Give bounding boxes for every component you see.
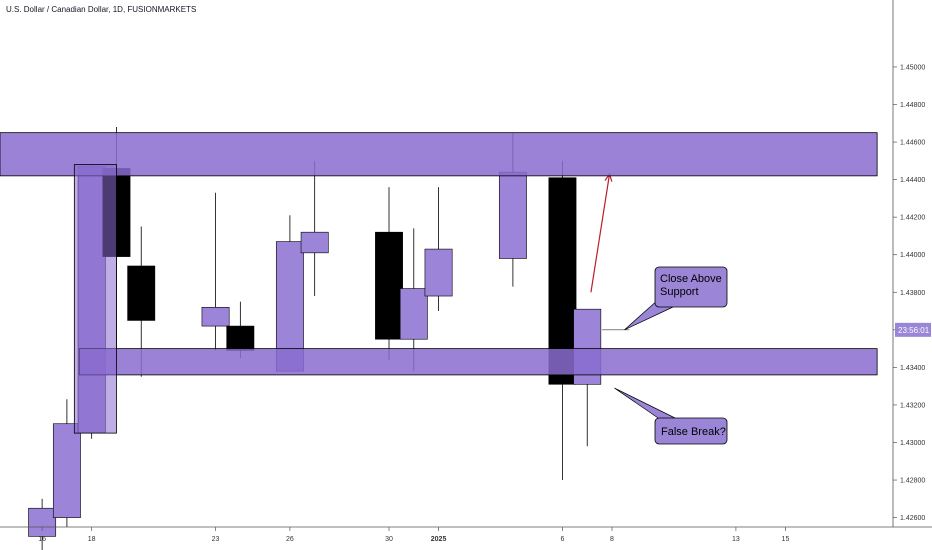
y-tick-label: 1.43400 <box>900 365 925 372</box>
candle-body <box>300 231 329 254</box>
candle-body <box>28 507 57 537</box>
overlay-layer <box>590 172 630 331</box>
arrow-line <box>590 173 611 293</box>
candle-body <box>399 288 428 340</box>
candle-body <box>52 423 81 518</box>
zones-layer <box>0 132 878 434</box>
x-tick-label: 13 <box>732 536 740 543</box>
current-price-label: 23:56:01 <box>898 326 930 335</box>
y-tick-label: 1.45000 <box>900 64 925 71</box>
x-tick-label: 23 <box>212 536 220 543</box>
callout-pointer <box>614 387 676 421</box>
x-tick-label: 30 <box>385 536 393 543</box>
x-tick-label: 16 <box>38 536 46 543</box>
zone-resistance <box>0 132 878 177</box>
candle-body <box>375 231 403 340</box>
y-tick-label: 1.43000 <box>900 440 925 447</box>
candle-body <box>127 265 156 321</box>
y-tick-label: 1.44800 <box>900 102 925 109</box>
x-tick-label: 2025 <box>431 536 447 543</box>
current-price-tag <box>895 322 931 337</box>
y-tick-label: 1.43200 <box>900 402 925 409</box>
y-tick-label: 1.44200 <box>900 215 925 222</box>
chart-title: U.S. Dollar / Canadian Dollar, 1D, FUSIO… <box>6 5 197 14</box>
candle-body <box>226 325 255 351</box>
candle-body <box>424 248 453 297</box>
y-tick-label: 1.44400 <box>900 177 925 184</box>
x-tick-label: 8 <box>610 536 614 543</box>
zone-support <box>78 348 878 376</box>
callout-close-above-support <box>654 266 728 308</box>
x-tick-label: 26 <box>286 536 294 543</box>
annotation-text: Support <box>660 286 699 298</box>
y-tick-label: 1.43800 <box>900 290 925 297</box>
y-tick-label: 1.42600 <box>900 515 925 522</box>
callout-false-break <box>654 417 728 445</box>
y-tick-label: 1.44600 <box>900 140 925 147</box>
candle-body <box>498 171 527 259</box>
y-tick-label: 1.44000 <box>900 252 925 259</box>
annotation-text: False Break? <box>661 426 726 438</box>
x-tick-label: 15 <box>782 536 790 543</box>
candle-body <box>201 306 230 327</box>
x-tick-label: 6 <box>561 536 565 543</box>
x-tick-label: 18 <box>88 536 96 543</box>
y-tick-label: 1.42800 <box>900 478 925 485</box>
annotation-text: Close Above <box>660 273 722 285</box>
zone-breakout-bar <box>73 164 117 434</box>
